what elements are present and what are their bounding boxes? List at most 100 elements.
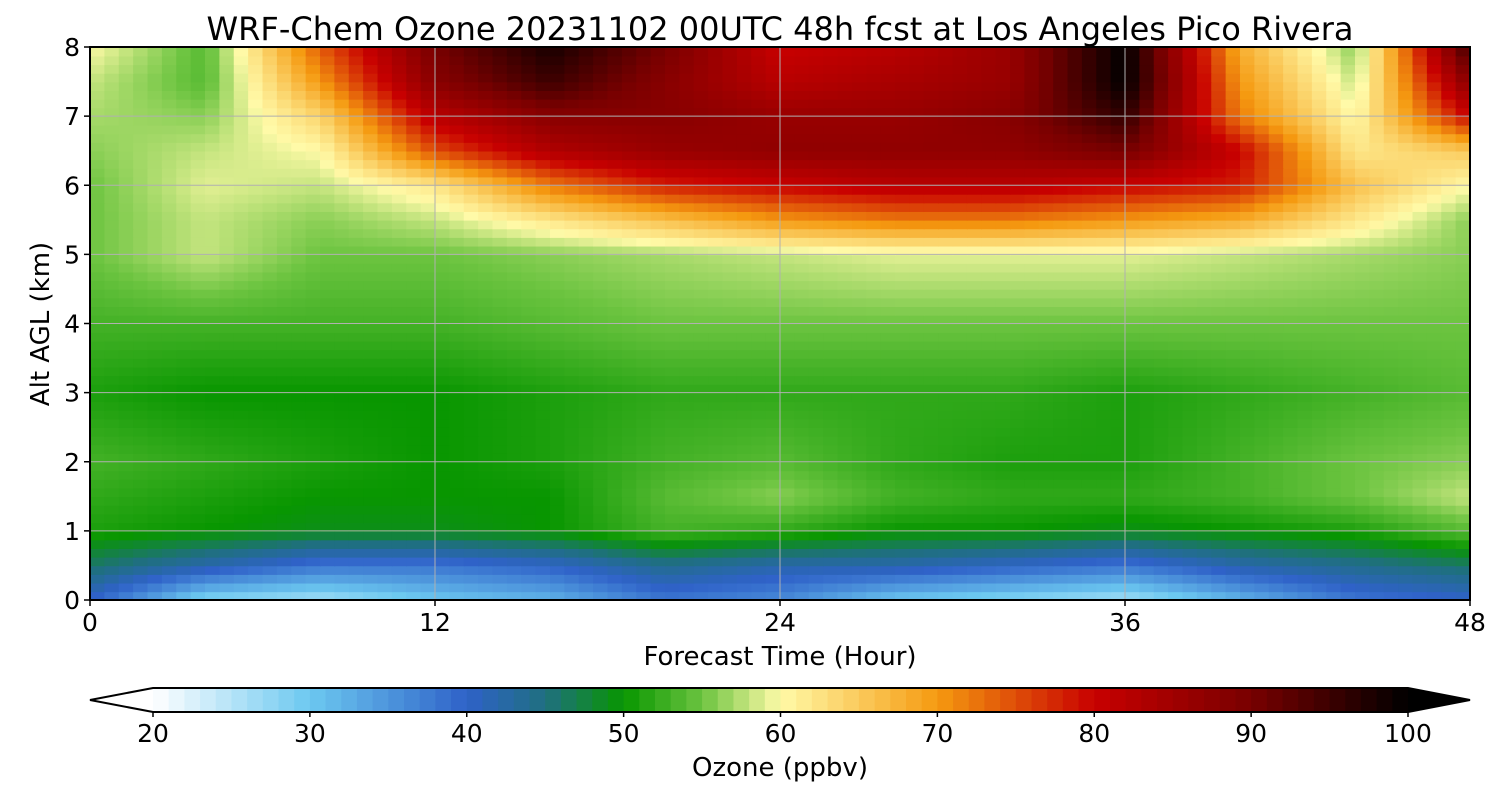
- heatmap-cell: [1196, 185, 1213, 195]
- heatmap-cell: [1225, 211, 1241, 221]
- heatmap-cell: [751, 340, 767, 351]
- heatmap-cell: [578, 323, 594, 333]
- heatmap-cell: [708, 375, 724, 385]
- heatmap-cell: [420, 435, 436, 446]
- heatmap-cell: [823, 245, 839, 256]
- heatmap-cell: [938, 375, 954, 385]
- heatmap-cell: [1096, 263, 1112, 273]
- heatmap-cell: [492, 297, 508, 308]
- heatmap-cell: [248, 375, 264, 385]
- heatmap-cell: [1010, 530, 1026, 541]
- heatmap-cell: [463, 159, 479, 169]
- heatmap-cell: [1355, 487, 1371, 498]
- heatmap-cell: [133, 375, 149, 385]
- heatmap-cell: [679, 574, 695, 584]
- heatmap-cell: [90, 453, 106, 463]
- heatmap-cell: [1240, 314, 1256, 325]
- heatmap-cell: [478, 574, 494, 584]
- heatmap-cell: [1268, 375, 1284, 385]
- heatmap-cell: [1426, 427, 1443, 437]
- heatmap-cell: [823, 487, 839, 498]
- heatmap-cell: [1240, 280, 1256, 290]
- heatmap-cell: [334, 574, 350, 584]
- heatmap-cell: [1268, 591, 1284, 600]
- heatmap-cell: [981, 444, 997, 454]
- heatmap-cell: [909, 548, 925, 558]
- heatmap-cell: [420, 366, 436, 377]
- heatmap-cell: [880, 176, 896, 187]
- heatmap-cell: [765, 332, 781, 342]
- heatmap-cell: [1081, 349, 1098, 359]
- heatmap-cell: [1283, 530, 1299, 541]
- heatmap-cell: [1125, 461, 1141, 472]
- heatmap-cell: [550, 219, 566, 230]
- heatmap-cell: [1240, 401, 1256, 411]
- heatmap-cell: [1426, 159, 1443, 169]
- heatmap-cell: [693, 453, 709, 463]
- heatmap-cell: [593, 219, 609, 230]
- heatmap-cell: [190, 487, 206, 498]
- heatmap-cell: [1455, 185, 1470, 195]
- heatmap-cell: [1398, 539, 1414, 549]
- heatmap-cell: [1168, 392, 1184, 403]
- heatmap-cell: [190, 453, 206, 463]
- heatmap-cell: [506, 150, 523, 161]
- heatmap-cell: [377, 591, 393, 600]
- heatmap-cell: [262, 444, 278, 454]
- heatmap-cell: [262, 314, 278, 325]
- heatmap-cell: [348, 349, 364, 359]
- heatmap-cell: [147, 237, 163, 247]
- heatmap-cell: [1211, 444, 1227, 454]
- heatmap-cell: [1168, 185, 1184, 195]
- heatmap-cell: [636, 228, 652, 238]
- heatmap-cell: [506, 245, 523, 256]
- heatmap-cell: [133, 219, 149, 230]
- heatmap-cell: [176, 565, 192, 575]
- heatmap-cell: [1024, 193, 1040, 204]
- heatmap-cell: [190, 314, 206, 325]
- heatmap-cell: [880, 185, 896, 195]
- heatmap-cell: [1211, 539, 1227, 549]
- heatmap-cell: [1383, 496, 1399, 506]
- heatmap-cell: [1383, 470, 1399, 480]
- heatmap-cell: [391, 418, 408, 428]
- heatmap-cell: [420, 332, 436, 342]
- heatmap-cell: [1297, 582, 1313, 593]
- heatmap-cell: [248, 548, 264, 558]
- heatmap-cell: [1240, 427, 1256, 437]
- heatmap-cell: [880, 401, 896, 411]
- heatmap-cell: [621, 582, 638, 593]
- heatmap-cell: [176, 332, 192, 342]
- heatmap-cell: [377, 167, 393, 178]
- heatmap-cell: [1125, 211, 1141, 221]
- heatmap-cell: [348, 297, 364, 308]
- heatmap-cell: [492, 418, 508, 428]
- heatmap-cell: [938, 582, 954, 593]
- heatmap-cell: [118, 297, 134, 308]
- heatmap-cell: [1297, 522, 1313, 532]
- heatmap-cell: [1283, 280, 1299, 290]
- heatmap-cell: [506, 219, 523, 230]
- heatmap-cell: [1125, 306, 1141, 316]
- heatmap-cell: [449, 383, 465, 394]
- heatmap-cell: [406, 263, 422, 273]
- heatmap-cell: [1211, 582, 1227, 593]
- heatmap-cell: [147, 211, 163, 221]
- heatmap-cell: [1441, 435, 1457, 446]
- heatmap-cell: [1398, 487, 1414, 498]
- heatmap-cell: [679, 237, 695, 247]
- heatmap-cell: [679, 470, 695, 480]
- heatmap-cell: [679, 582, 695, 593]
- heatmap-cell: [952, 522, 968, 532]
- heatmap-cell: [1211, 366, 1227, 377]
- heatmap-cell: [377, 271, 393, 282]
- heatmap-cell: [1254, 358, 1270, 368]
- heatmap-cell: [981, 401, 997, 411]
- heatmap-cell: [463, 435, 479, 446]
- heatmap-cell: [377, 487, 393, 498]
- heatmap-cell: [478, 504, 494, 515]
- heatmap-cell: [506, 513, 523, 524]
- heatmap-cell: [219, 418, 235, 428]
- heatmap-cell: [1283, 409, 1299, 420]
- heatmap-cell: [1297, 504, 1313, 515]
